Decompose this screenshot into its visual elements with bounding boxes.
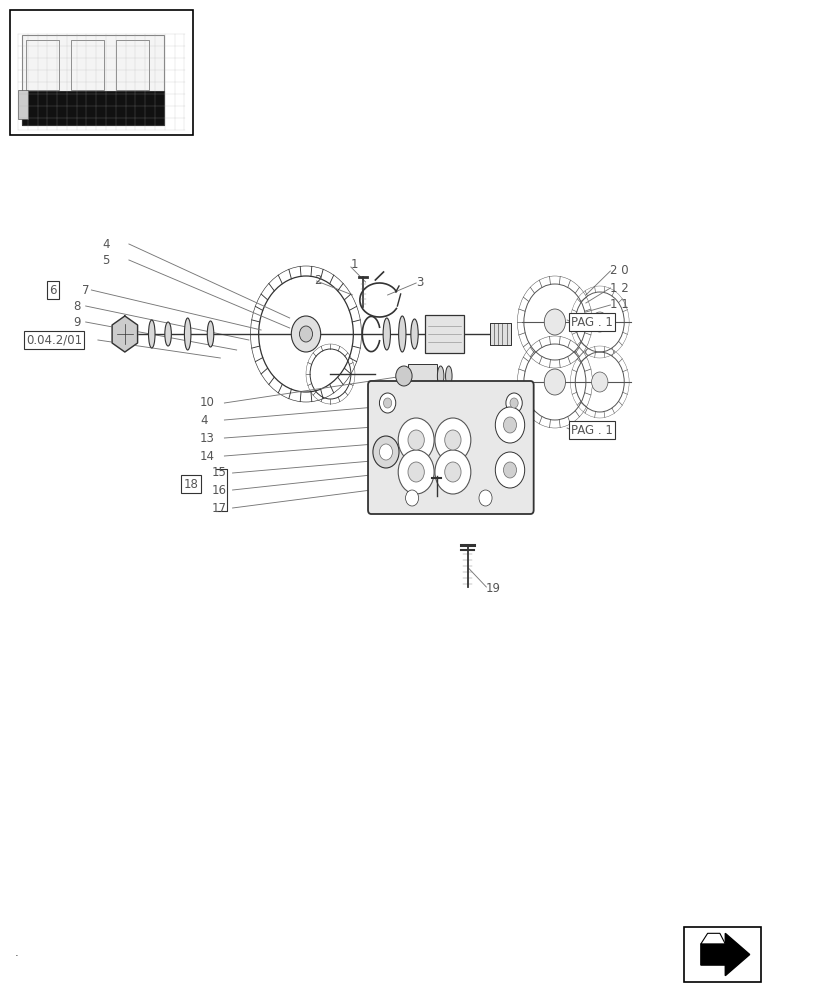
Circle shape (299, 326, 313, 342)
Circle shape (479, 490, 492, 506)
Circle shape (445, 462, 461, 482)
Circle shape (544, 309, 565, 335)
Circle shape (396, 366, 412, 386)
Circle shape (408, 462, 424, 482)
Circle shape (510, 398, 518, 408)
Text: 2: 2 (314, 273, 322, 286)
Ellipse shape (398, 316, 406, 352)
Bar (22, 91, 164, 125)
Text: 13: 13 (200, 432, 215, 444)
Bar (10, 10, 193, 135)
Circle shape (408, 430, 424, 450)
Text: 6: 6 (49, 284, 56, 296)
Text: 4: 4 (200, 414, 207, 426)
Polygon shape (112, 316, 138, 352)
Circle shape (445, 430, 461, 450)
Circle shape (435, 450, 471, 494)
Text: 1 1: 1 1 (610, 298, 629, 310)
Text: 16: 16 (212, 484, 227, 496)
Circle shape (435, 418, 471, 462)
Polygon shape (701, 933, 725, 944)
Bar (22, 35, 164, 125)
Text: 4: 4 (102, 237, 109, 250)
Text: 8: 8 (73, 300, 81, 312)
FancyBboxPatch shape (368, 381, 534, 514)
Bar (71, 40, 104, 90)
Circle shape (384, 398, 392, 408)
Text: 1 2: 1 2 (610, 282, 629, 294)
Text: 10: 10 (200, 396, 215, 410)
Circle shape (503, 462, 517, 478)
Bar (26, 40, 59, 90)
Text: PAG . 1: PAG . 1 (571, 424, 613, 436)
Ellipse shape (184, 318, 191, 350)
Text: 0.04.2/01: 0.04.2/01 (26, 334, 82, 347)
Text: 18: 18 (184, 478, 198, 490)
Ellipse shape (410, 319, 419, 349)
Bar (116, 40, 149, 90)
Circle shape (503, 417, 517, 433)
Text: 15: 15 (212, 466, 227, 480)
Text: 9: 9 (73, 316, 81, 328)
Circle shape (495, 407, 525, 443)
Ellipse shape (437, 366, 444, 386)
Circle shape (398, 418, 434, 462)
Bar (490, 323, 511, 345)
Circle shape (506, 393, 522, 413)
Bar (425, 315, 464, 353)
Text: 3: 3 (416, 275, 424, 288)
Circle shape (379, 393, 396, 413)
Bar (684, 927, 761, 982)
Circle shape (406, 490, 419, 506)
Circle shape (373, 436, 399, 468)
Text: 17: 17 (212, 502, 227, 514)
Bar (18, 90, 28, 119)
Polygon shape (701, 933, 750, 976)
Ellipse shape (384, 318, 391, 350)
Text: .: . (15, 946, 19, 958)
Text: 2 0: 2 0 (610, 263, 629, 276)
Circle shape (379, 444, 392, 460)
Text: 19: 19 (486, 582, 500, 594)
Circle shape (495, 452, 525, 488)
Bar (408, 364, 437, 388)
Ellipse shape (165, 322, 171, 346)
Text: 14: 14 (200, 450, 215, 462)
Ellipse shape (446, 366, 452, 386)
Text: PAG . 1: PAG . 1 (571, 316, 613, 328)
Text: 5: 5 (102, 253, 109, 266)
Circle shape (398, 450, 434, 494)
Circle shape (291, 316, 321, 352)
Text: 1: 1 (351, 258, 358, 271)
Ellipse shape (207, 321, 214, 347)
Circle shape (592, 312, 608, 332)
Text: 7: 7 (82, 284, 89, 296)
Ellipse shape (149, 320, 155, 348)
Circle shape (592, 372, 608, 392)
Circle shape (544, 369, 565, 395)
